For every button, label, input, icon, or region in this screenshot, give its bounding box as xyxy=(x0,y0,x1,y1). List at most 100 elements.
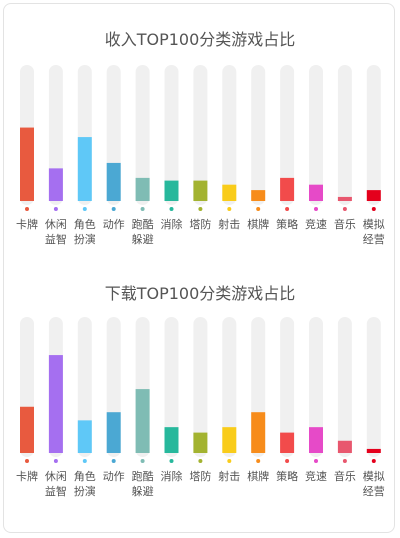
bar-dot xyxy=(342,459,347,463)
bar xyxy=(251,190,266,201)
tick-label: 扮演 xyxy=(74,232,96,246)
bar xyxy=(20,406,34,453)
bar xyxy=(222,184,237,201)
bar-dot xyxy=(25,207,29,211)
tick-label: 塔防 xyxy=(189,469,211,483)
bar xyxy=(366,190,381,201)
bar xyxy=(309,184,323,201)
bar-track xyxy=(193,317,208,457)
bar-dot xyxy=(371,459,376,463)
tick-label: 休闲 xyxy=(45,469,67,483)
bar-track xyxy=(135,65,150,205)
bar xyxy=(20,127,34,201)
bar xyxy=(337,440,352,453)
bar xyxy=(77,137,92,201)
bar xyxy=(280,432,295,453)
bar-dot xyxy=(25,459,29,463)
tick-label: 塔防 xyxy=(189,217,211,231)
tick-label: 卡牌 xyxy=(16,217,38,231)
tick-label: 益智 xyxy=(45,232,67,246)
tick-label: 动作 xyxy=(103,470,125,483)
chart-title-downloads: 下载TOP100分类游戏占比 xyxy=(104,284,296,303)
tick-label: 棋牌 xyxy=(247,469,269,483)
tick-label: 棋牌 xyxy=(247,217,269,231)
tick-label: 音乐 xyxy=(334,217,356,231)
tick-label: 动作 xyxy=(103,218,125,231)
bar-dot xyxy=(82,207,87,211)
bar xyxy=(193,180,208,201)
tick-label: 竞速 xyxy=(305,469,327,483)
bar-dot xyxy=(111,459,116,463)
bar xyxy=(251,412,266,453)
bar-track xyxy=(251,65,266,205)
bar-track xyxy=(164,317,179,457)
bar-track xyxy=(164,65,179,205)
bar-track xyxy=(337,317,352,457)
bar-track xyxy=(366,317,381,457)
bar-track xyxy=(309,65,323,205)
tick-label: 策略 xyxy=(276,217,298,231)
bar xyxy=(48,355,63,453)
bar xyxy=(48,168,63,201)
bar-dot xyxy=(169,207,174,211)
tick-label: 角色 xyxy=(74,217,96,231)
bar xyxy=(222,427,237,453)
bar-dot xyxy=(285,207,290,211)
tick-label: 射击 xyxy=(218,217,240,231)
bar-dot xyxy=(140,459,145,463)
tick-label: 消除 xyxy=(161,469,183,483)
tick-label: 休闲 xyxy=(45,217,67,231)
bar-dot xyxy=(140,207,145,211)
bar-dot xyxy=(314,459,318,463)
tick-label: 射击 xyxy=(218,469,240,483)
bar-track xyxy=(337,65,352,205)
bar xyxy=(337,196,352,201)
bar-dot xyxy=(198,207,203,211)
bar xyxy=(106,162,121,201)
bar-track xyxy=(309,317,323,457)
bar xyxy=(280,177,295,201)
bar-dot xyxy=(314,207,318,211)
tick-label: 模拟 xyxy=(363,469,385,483)
bar-dot xyxy=(53,459,58,463)
tick-label: 消除 xyxy=(161,217,183,231)
bar-dot xyxy=(227,207,232,211)
tick-label: 躲避 xyxy=(132,484,154,498)
tick-label: 躲避 xyxy=(132,232,154,246)
bar-track xyxy=(280,317,295,457)
tick-label: 策略 xyxy=(276,469,298,483)
bar-track xyxy=(280,65,295,205)
tick-label: 竞速 xyxy=(305,217,327,231)
bar-dot xyxy=(227,459,232,463)
bar-dot xyxy=(342,207,347,211)
bar-dot xyxy=(169,459,174,463)
bar xyxy=(77,420,92,453)
bar-dot xyxy=(198,459,203,463)
tick-label: 经营 xyxy=(363,484,385,498)
tick-label: 跑酷 xyxy=(132,469,154,483)
tick-label: 益智 xyxy=(45,484,67,498)
tick-label: 模拟 xyxy=(363,217,385,231)
bar xyxy=(164,427,179,453)
bar-dot xyxy=(256,207,261,211)
bar-dot xyxy=(53,207,58,211)
tick-label: 音乐 xyxy=(334,469,356,483)
bar-track xyxy=(222,317,237,457)
bar xyxy=(135,177,150,201)
bar-dot xyxy=(285,459,290,463)
chart-title-revenue: 收入TOP100分类游戏占比 xyxy=(104,30,296,49)
bar-dot xyxy=(111,207,116,211)
bar xyxy=(366,448,381,453)
bar-dot xyxy=(82,459,87,463)
bar xyxy=(164,180,179,201)
bar-track xyxy=(222,65,237,205)
tick-label: 角色 xyxy=(74,469,96,483)
tick-label: 经营 xyxy=(363,232,385,246)
bar-track xyxy=(193,65,208,205)
bar xyxy=(309,427,323,453)
tick-label: 卡牌 xyxy=(16,469,38,483)
bar xyxy=(135,389,150,453)
tick-label: 扮演 xyxy=(74,484,96,498)
